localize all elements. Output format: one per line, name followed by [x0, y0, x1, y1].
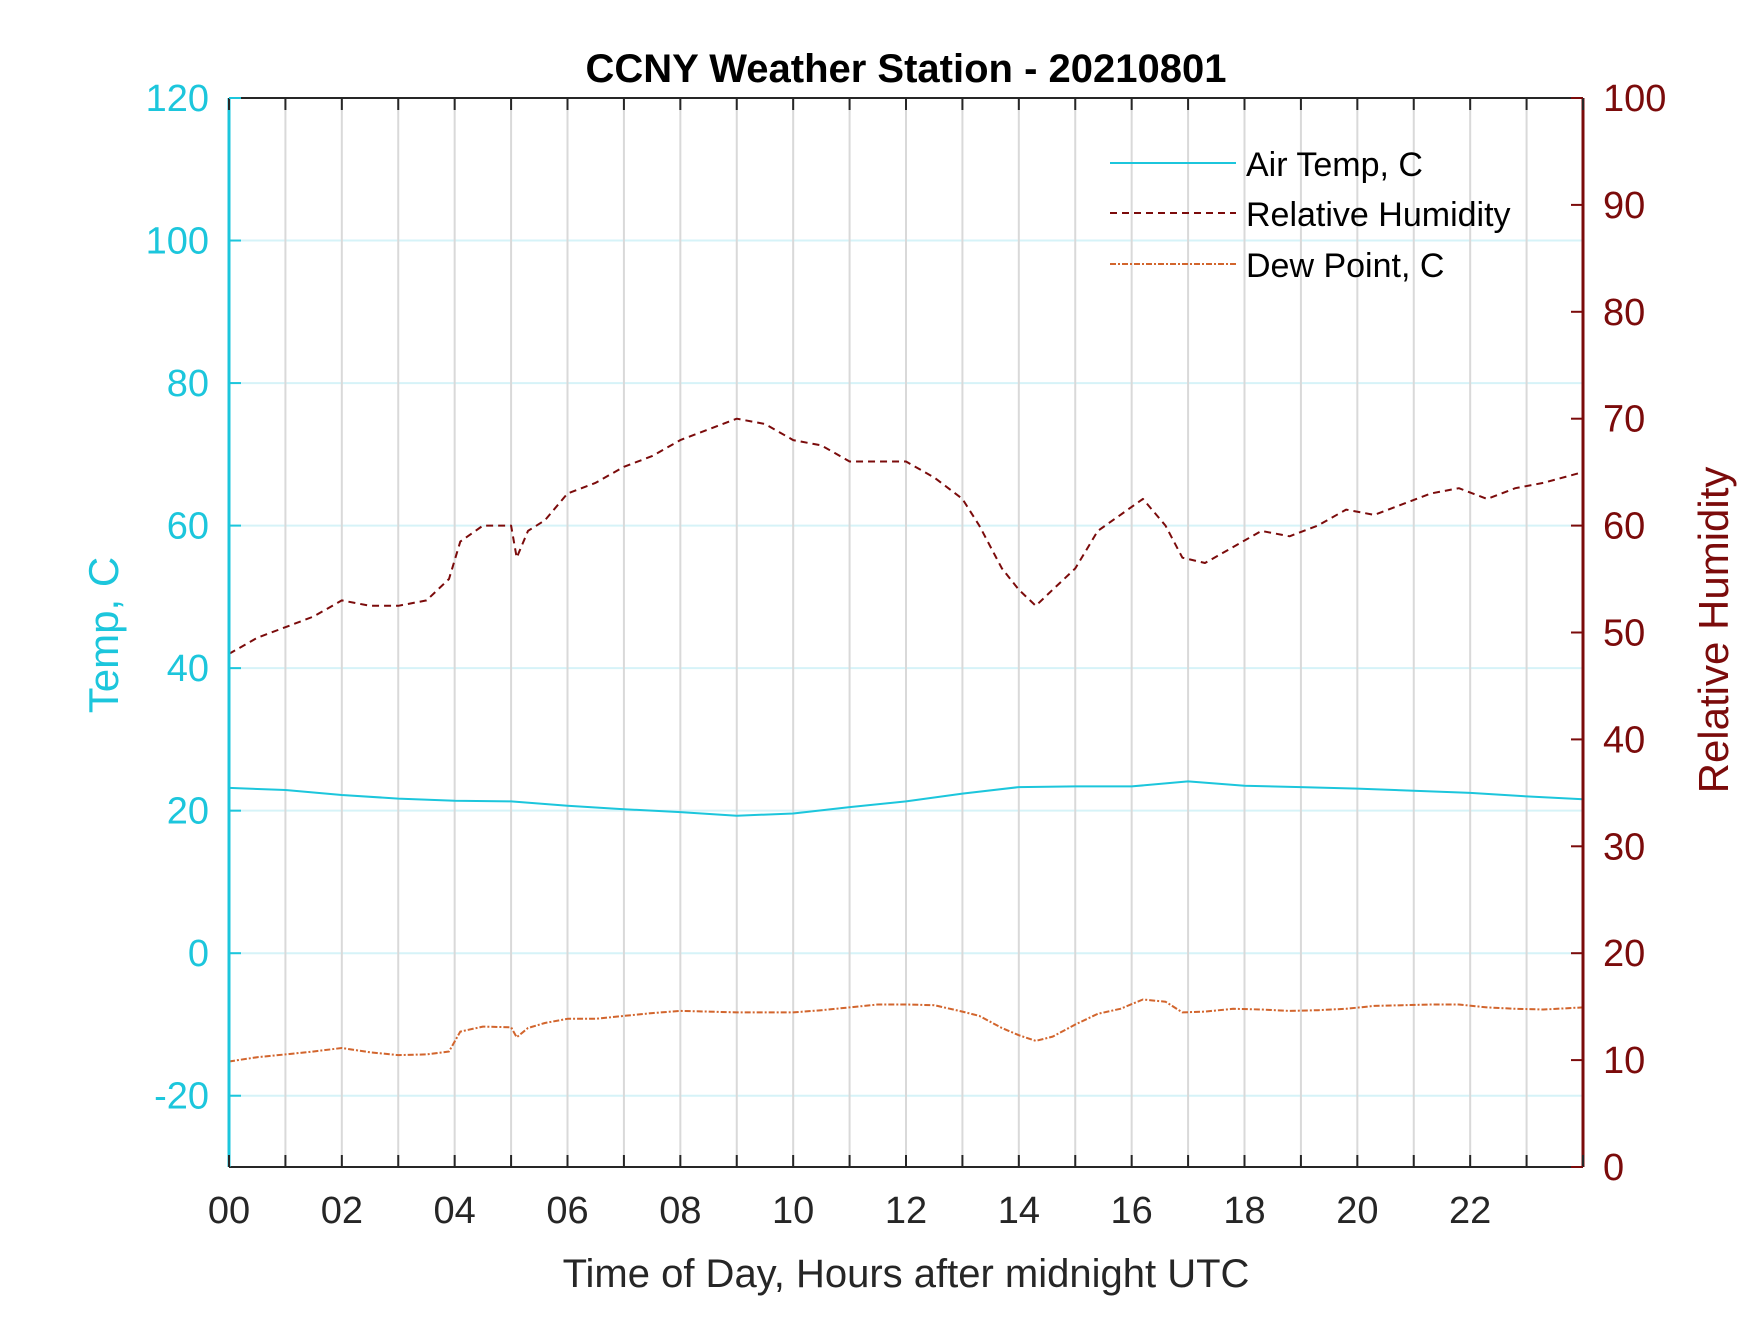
grid-layer	[229, 97, 1583, 1167]
x-tick-label: 00	[208, 1190, 250, 1232]
series-line-air-temp	[228, 780, 1584, 817]
legend-label-air-temp: Air Temp, C	[1246, 146, 1423, 184]
y-axis-left-title: Temp, C	[80, 557, 127, 713]
y-right-tick-label: 0	[1603, 1147, 1624, 1189]
y-right-tick-label: 50	[1603, 613, 1645, 655]
legend-label-dew-point: Dew Point, C	[1246, 247, 1444, 285]
x-tick-label: 10	[772, 1190, 814, 1232]
y-right-tick-label: 70	[1603, 399, 1645, 441]
y-right-tick-label: 40	[1603, 719, 1645, 761]
y-right-tick-label: 10	[1603, 1040, 1645, 1082]
y-right-tick-label: 20	[1603, 933, 1645, 975]
x-tick-label: 22	[1449, 1190, 1491, 1232]
series-line-relative-humidity	[228, 417, 1584, 655]
y-axis-right-title: Relative Humidity	[1690, 467, 1737, 794]
x-axis-title: Time of Day, Hours after midnight UTC	[563, 1252, 1250, 1296]
chart-title: CCNY Weather Station - 20210801	[586, 47, 1227, 91]
y-right-tick-label: 80	[1603, 292, 1645, 334]
axes-layer: 00 02 04 06 08 10 12 14 16 18 20 22-200204060801001…	[146, 78, 1667, 1232]
y-left-tick-label: 80	[167, 363, 209, 405]
legend: Air Temp, C Relative Humidity Dew Point,…	[1110, 146, 1511, 285]
x-tick-label: 14	[998, 1190, 1040, 1232]
x-tick-label: 08	[659, 1190, 701, 1232]
x-tick-label: 04	[434, 1190, 476, 1232]
y-left-tick-label: 120	[146, 78, 209, 120]
y-left-tick-label: 40	[167, 648, 209, 690]
x-tick-label: 02	[321, 1190, 363, 1232]
x-tick-label: 06	[546, 1190, 588, 1232]
y-left-tick-label: 20	[167, 791, 209, 833]
y-right-tick-label: 100	[1603, 78, 1666, 120]
legend-label-relative-humidity: Relative Humidity	[1246, 196, 1511, 234]
y-right-tick-label: 60	[1603, 506, 1645, 548]
y-right-tick-label: 90	[1603, 185, 1645, 227]
x-tick-label: 18	[1223, 1190, 1265, 1232]
x-tick-label: 16	[1111, 1190, 1153, 1232]
x-tick-label: 20	[1336, 1190, 1378, 1232]
y-left-tick-label: 100	[146, 221, 209, 263]
y-left-tick-label: -20	[154, 1076, 209, 1118]
series-layer	[228, 417, 1584, 1063]
y-left-tick-label: 60	[167, 506, 209, 548]
x-tick-label: 12	[885, 1190, 927, 1232]
y-left-tick-label: 0	[188, 933, 209, 975]
y-right-tick-label: 30	[1603, 826, 1645, 868]
series-line-dew-point	[228, 998, 1584, 1063]
